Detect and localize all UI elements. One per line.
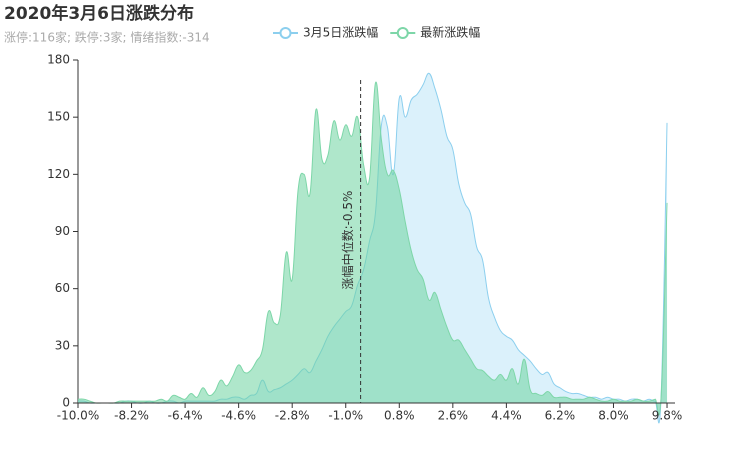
x-tick-label: -6.4% [168, 409, 203, 423]
x-tick-label: 8.0% [598, 409, 629, 423]
x-tick-label: 9.8% [652, 409, 683, 423]
x-tick-label: -10.0% [57, 409, 99, 423]
legend-icon [396, 27, 409, 39]
y-tick-label: 60 [55, 281, 70, 295]
x-tick-label: 0.8% [384, 409, 415, 423]
x-tick-label: 4.4% [491, 409, 522, 423]
y-tick-label: 30 [55, 338, 70, 352]
y-tick-label: 180 [47, 53, 70, 67]
series-line [77, 81, 668, 416]
legend-label: 3月5日涨跌幅 [303, 25, 378, 40]
x-tick-label: -8.2% [114, 409, 149, 423]
x-tick-label: 6.2% [545, 409, 576, 423]
x-tick-label: -1.0% [328, 409, 363, 423]
y-tick-label: 90 [55, 224, 70, 238]
y-tick-label: 0 [62, 396, 70, 410]
area-fill [78, 82, 668, 416]
x-tick-label: 2.6% [438, 409, 469, 423]
chart-title: 2020年3月6日涨跌分布 [4, 3, 194, 24]
legend-icon [279, 27, 292, 39]
y-tick-label: 120 [47, 167, 70, 181]
x-tick-label: -2.8% [275, 409, 310, 423]
x-tick-label: -4.6% [221, 409, 256, 423]
chart-subtitle: 涨停:116家; 跌停:3家; 情绪指数:-314 [4, 30, 210, 45]
y-tick-label: 150 [47, 110, 70, 124]
legend-label: 最新涨跌幅 [420, 25, 480, 40]
median-label: 涨幅中位数:-0.5% [340, 191, 355, 290]
